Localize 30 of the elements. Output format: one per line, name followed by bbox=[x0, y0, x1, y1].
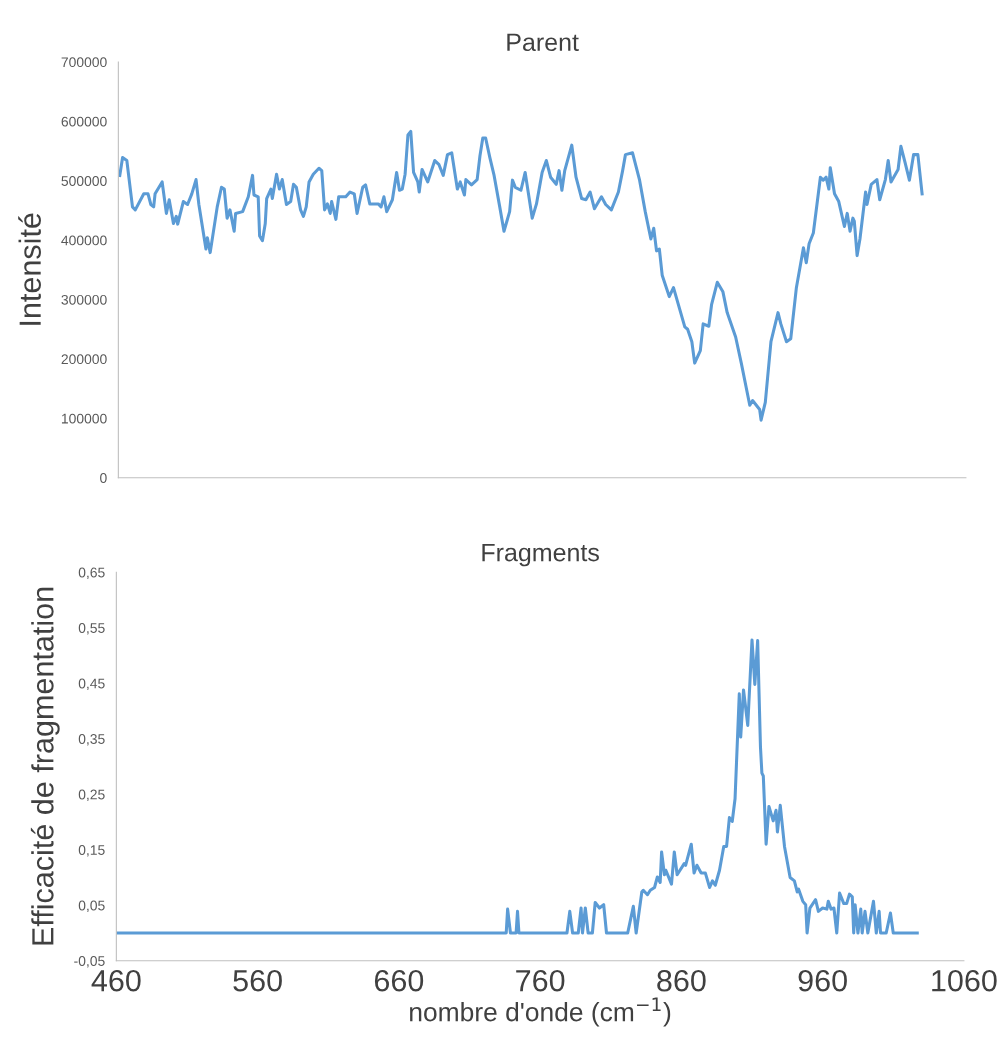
y-axis-title: Efficacité de fragmentation bbox=[30, 587, 60, 945]
chart-title: Parent bbox=[507, 33, 579, 52]
y-tick-label: 400000 bbox=[61, 235, 107, 246]
y-axis-title: Intensité bbox=[18, 213, 41, 325]
x-tick-label: 1060 bbox=[932, 969, 997, 992]
x-tick-label: 560 bbox=[233, 969, 282, 992]
y-tick-label: 200000 bbox=[61, 354, 107, 365]
y-tick-label: 100000 bbox=[61, 413, 107, 424]
x-tick-label: 760 bbox=[516, 969, 565, 992]
y-tick-label: -0,05 bbox=[74, 956, 105, 968]
chart-title: Fragments bbox=[482, 543, 599, 567]
y-tick-label: 0,45 bbox=[78, 678, 105, 691]
y-tick-label: 700000 bbox=[61, 57, 107, 68]
x-axis-title: nombre d'onde (cm$^{−1}$) bbox=[410, 997, 671, 1027]
y-tick-label: 0,05 bbox=[78, 900, 105, 913]
line-series bbox=[116, 638, 919, 935]
y-tick-label: 500000 bbox=[61, 176, 107, 186]
line-series bbox=[118, 129, 924, 422]
y-tick-label: 600000 bbox=[61, 116, 107, 127]
y-tick-label: 0,65 bbox=[78, 567, 105, 580]
x-tick-label: 660 bbox=[374, 969, 424, 992]
y-tick-label: 0,25 bbox=[78, 789, 105, 802]
x-tick-label: 960 bbox=[798, 969, 847, 992]
x-tick-label: 860 bbox=[657, 969, 706, 992]
y-tick-label: 0,15 bbox=[78, 845, 105, 857]
y-tick-label: 0,35 bbox=[78, 734, 105, 746]
y-tick-label: 0,55 bbox=[78, 623, 105, 635]
y-tick-label: 0 bbox=[100, 473, 107, 483]
y-tick-label: 300000 bbox=[61, 294, 107, 305]
x-tick-label: 460 bbox=[91, 969, 141, 992]
